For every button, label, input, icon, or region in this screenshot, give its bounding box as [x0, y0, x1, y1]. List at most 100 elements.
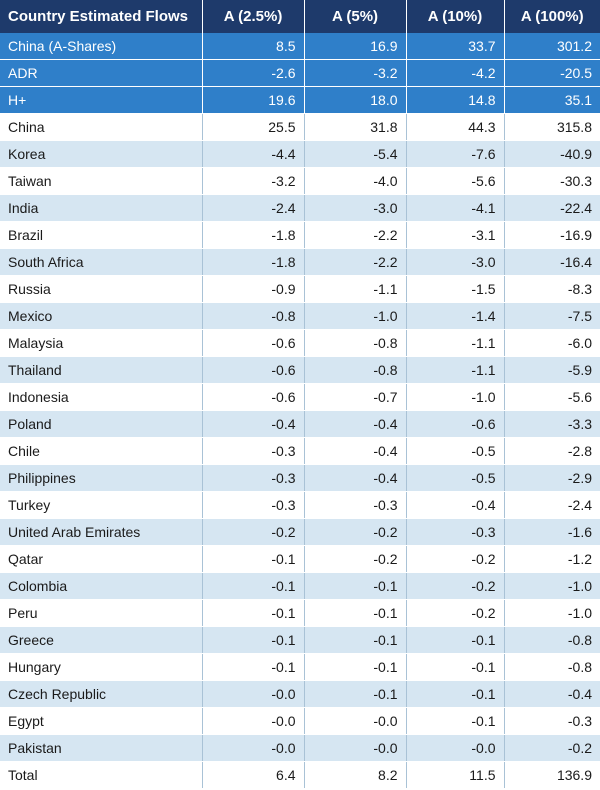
column-header-a-5: A (5%) — [303, 0, 406, 33]
country-name-cell: Poland — [0, 410, 202, 438]
flow-value-cell: -1.2 — [503, 545, 600, 573]
flow-value-cell: -0.0 — [303, 707, 406, 735]
flow-value-cell: -0.1 — [201, 653, 304, 681]
table-row: Poland -0.4 -0.4 -0.6 -3.3 — [0, 410, 600, 438]
flow-value-cell: -5.6 — [503, 383, 600, 411]
total-section: Total 6.4 8.2 11.5 136.9 — [0, 761, 600, 788]
flow-value-cell: -0.4 — [303, 410, 406, 438]
flow-value-cell: -0.3 — [201, 437, 304, 465]
flow-value-cell: -22.4 — [503, 194, 600, 222]
flow-value-cell: -16.4 — [503, 248, 600, 276]
table-row: Colombia -0.1 -0.1 -0.2 -1.0 — [0, 572, 600, 600]
table-row: China 25.5 31.8 44.3 315.8 — [0, 113, 600, 141]
flow-value-cell: -0.8 — [303, 329, 406, 357]
flow-value-cell: -1.0 — [405, 383, 504, 411]
country-name-cell: Chile — [0, 437, 202, 465]
flow-value-cell: -4.0 — [303, 167, 406, 195]
country-name-cell: Thailand — [0, 356, 202, 384]
country-name-cell: Indonesia — [0, 383, 202, 411]
flow-value-cell: -0.4 — [303, 437, 406, 465]
flow-value-cell: -0.1 — [405, 680, 504, 708]
flow-value-cell: -0.1 — [303, 572, 406, 600]
country-name-cell: Mexico — [0, 302, 202, 330]
table-row: Russia -0.9 -1.1 -1.5 -8.3 — [0, 275, 600, 303]
country-name-cell: Total — [0, 761, 202, 788]
table-row: Korea -4.4 -5.4 -7.6 -40.9 — [0, 140, 600, 168]
country-name-cell: H+ — [0, 86, 202, 114]
country-name-cell: China — [0, 113, 202, 141]
highlight-section: China (A-Shares) 8.5 16.9 33.7 301.2 ADR -2.6-… — [0, 33, 600, 114]
table-row: Brazil -1.8 -2.2 -3.1 -16.9 — [0, 221, 600, 249]
flow-value-cell: 25.5 — [201, 113, 304, 141]
flow-value-cell: -0.5 — [405, 464, 504, 492]
flow-value-cell: -1.1 — [405, 329, 504, 357]
flow-value-cell: -7.6 — [405, 140, 504, 168]
flow-value-cell: -0.2 — [303, 545, 406, 573]
table-row: Peru -0.1 -0.1 -0.2 -1.0 — [0, 599, 600, 627]
flow-value-cell: -0.3 — [503, 707, 600, 735]
flow-value-cell: -0.1 — [303, 653, 406, 681]
flow-value-cell: -3.3 — [503, 410, 600, 438]
flow-value-cell: -0.3 — [201, 491, 304, 519]
flow-value-cell: 301.2 — [503, 33, 600, 60]
flow-value-cell: -0.9 — [201, 275, 304, 303]
highlight-row: China (A-Shares) 8.5 16.9 33.7 301.2 — [0, 33, 600, 60]
flow-value-cell: -0.6 — [201, 356, 304, 384]
country-name-cell: Taiwan — [0, 167, 202, 195]
flow-value-cell: -0.1 — [201, 599, 304, 627]
table-row: Philippines -0.3 -0.4 -0.5 -2.9 — [0, 464, 600, 492]
flow-value-cell: 18.0 — [303, 86, 406, 114]
country-name-cell: India — [0, 194, 202, 222]
country-name-cell: Egypt — [0, 707, 202, 735]
flow-value-cell: 8.5 — [201, 33, 304, 60]
flow-value-cell: -0.1 — [201, 572, 304, 600]
table-row: India -2.4 -3.0 -4.1 -22.4 — [0, 194, 600, 222]
flow-value-cell: -2.4 — [503, 491, 600, 519]
flow-value-cell: -5.4 — [303, 140, 406, 168]
country-name-cell: ADR — [0, 59, 202, 87]
flow-value-cell: -3.1 — [405, 221, 504, 249]
flow-value-cell: -0.2 — [503, 734, 600, 762]
flow-value-cell: -1.0 — [503, 572, 600, 600]
flow-value-cell: 31.8 — [303, 113, 406, 141]
flow-value-cell: -2.8 — [503, 437, 600, 465]
flow-value-cell: -5.9 — [503, 356, 600, 384]
flow-value-cell: -30.3 — [503, 167, 600, 195]
flow-value-cell: -4.4 — [201, 140, 304, 168]
flow-value-cell: -2.6 — [201, 59, 304, 87]
table-row: Turkey -0.3 -0.3 -0.4 -2.4 — [0, 491, 600, 519]
flow-value-cell: -0.1 — [303, 680, 406, 708]
country-name-cell: Hungary — [0, 653, 202, 681]
flow-value-cell: -0.0 — [201, 707, 304, 735]
table-row: Egypt -0.0 -0.0 -0.1 -0.3 — [0, 707, 600, 735]
flow-value-cell: -0.3 — [201, 464, 304, 492]
flow-value-cell: -0.6 — [405, 410, 504, 438]
flow-value-cell: -1.4 — [405, 302, 504, 330]
flow-value-cell: -2.2 — [303, 248, 406, 276]
flow-value-cell: -7.5 — [503, 302, 600, 330]
flow-value-cell: -0.2 — [201, 518, 304, 546]
flow-value-cell: -16.9 — [503, 221, 600, 249]
country-name-cell: Malaysia — [0, 329, 202, 357]
table-row: Greece -0.1 -0.1 -0.1 -0.8 — [0, 626, 600, 654]
table-row: Malaysia -0.6 -0.8 -1.1 -6.0 — [0, 329, 600, 357]
column-header-a-2-5: A (2.5%) — [201, 0, 304, 33]
total-row: Total 6.4 8.2 11.5 136.9 — [0, 761, 600, 788]
flow-value-cell: 16.9 — [303, 33, 406, 60]
flow-value-cell: -0.4 — [405, 491, 504, 519]
flow-value-cell: -0.1 — [201, 545, 304, 573]
table-row: South Africa -1.8 -2.2 -3.0 -16.4 — [0, 248, 600, 276]
country-name-cell: Colombia — [0, 572, 202, 600]
flow-value-cell: -8.3 — [503, 275, 600, 303]
flow-value-cell: -5.6 — [405, 167, 504, 195]
flow-value-cell: -4.1 — [405, 194, 504, 222]
country-name-cell: Pakistan — [0, 734, 202, 762]
flow-value-cell: -0.8 — [503, 626, 600, 654]
flow-value-cell: -0.1 — [303, 599, 406, 627]
flow-value-cell: 315.8 — [503, 113, 600, 141]
flow-value-cell: -1.8 — [201, 248, 304, 276]
flow-value-cell: -2.4 — [201, 194, 304, 222]
table-row: Hungary -0.1 -0.1 -0.1 -0.8 — [0, 653, 600, 681]
flow-value-cell: 14.8 — [405, 86, 504, 114]
flow-value-cell: -0.4 — [303, 464, 406, 492]
